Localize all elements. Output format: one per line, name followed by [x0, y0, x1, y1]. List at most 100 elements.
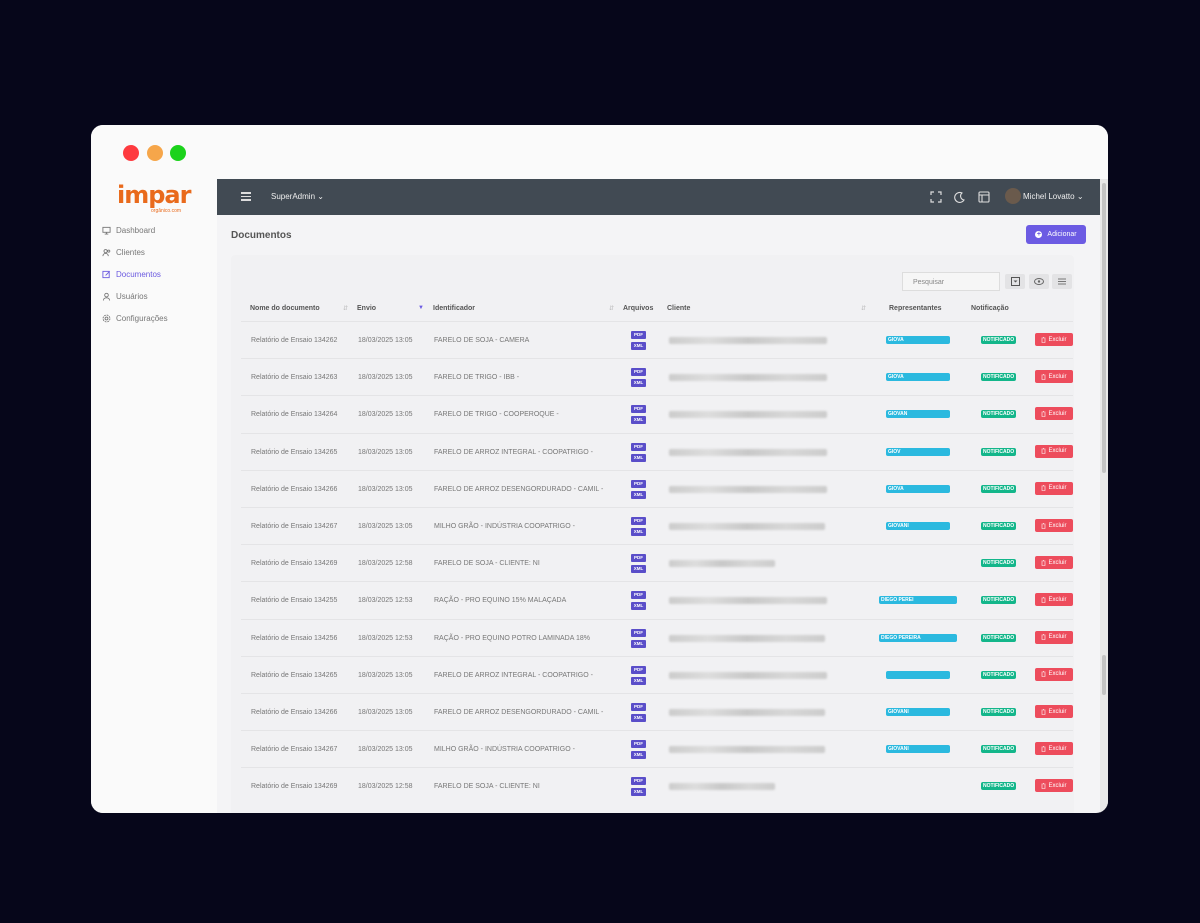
menu-toggle-icon[interactable] [241, 192, 251, 201]
pdf-download-badge[interactable]: PDF [631, 368, 646, 377]
xml-download-badge[interactable]: XML [631, 416, 646, 425]
delete-button[interactable]: Excluir [1035, 556, 1073, 570]
sidebar-item-usuarios[interactable]: Usuários [102, 285, 168, 307]
sort-icon[interactable]: ⇵ [609, 306, 615, 312]
sort-icon[interactable]: ⇵ [343, 306, 349, 312]
document-name[interactable]: Relatório de Ensaio 134266 [251, 709, 338, 716]
table-row[interactable]: Relatório de Ensaio 134267 18/03/2025 13:… [241, 507, 1073, 544]
xml-download-badge[interactable]: XML [631, 342, 646, 350]
column-visibility-button[interactable] [1029, 274, 1049, 289]
table-row[interactable]: Relatório de Ensaio 134266 18/03/2025 13:… [241, 693, 1073, 730]
table-row[interactable]: Relatório de Ensaio 134262 18/03/2025 13:… [241, 321, 1073, 358]
delete-button[interactable]: Excluir [1035, 779, 1073, 793]
delete-button[interactable]: Excluir [1035, 481, 1073, 495]
pdf-download-badge[interactable]: PDF [631, 591, 646, 600]
maximize-window-button[interactable] [170, 145, 186, 161]
search-input[interactable]: Pesquisar [902, 272, 1000, 291]
table-row[interactable]: Relatório de Ensaio 134269 18/03/2025 12:… [241, 544, 1073, 581]
document-name[interactable]: Relatório de Ensaio 134267 [251, 523, 338, 530]
table-row[interactable]: Relatório de Ensaio 134265 18/03/2025 13:… [241, 432, 1073, 470]
delete-button[interactable]: Excluir [1035, 333, 1073, 346]
document-name[interactable]: Relatório de Ensaio 134262 [251, 337, 338, 344]
header-client[interactable]: Cliente [667, 305, 691, 312]
brand-logo[interactable]: impar orgânico.com [117, 183, 197, 214]
sidebar-item-dashboard[interactable]: Dashboard [102, 219, 168, 241]
xml-download-badge[interactable]: XML [631, 751, 646, 760]
pdf-download-badge[interactable]: PDF [631, 665, 646, 674]
sort-icon[interactable]: ⇵ [861, 306, 867, 312]
avatar[interactable] [1005, 188, 1021, 204]
dark-mode-icon[interactable] [954, 191, 966, 203]
document-name[interactable]: Relatório de Ensaio 134267 [251, 746, 338, 754]
sidebar-item-documentos[interactable]: Documentos [102, 263, 168, 285]
xml-download-badge[interactable]: XML [631, 788, 646, 797]
header-sent[interactable]: Envio [357, 305, 377, 312]
page-scrollbar[interactable] [1100, 179, 1108, 813]
table-row[interactable]: Relatório de Ensaio 134265 18/03/2025 13:… [241, 655, 1073, 693]
document-name[interactable]: Relatório de Ensaio 134263 [251, 374, 338, 382]
document-name[interactable]: Relatório de Ensaio 134255 [251, 597, 338, 605]
table-row[interactable]: Relatório de Ensaio 134256 18/03/2025 12:… [241, 618, 1073, 656]
document-name[interactable]: Relatório de Ensaio 134264 [251, 411, 338, 419]
pdf-download-badge[interactable]: PDF [631, 479, 646, 488]
sort-desc-icon[interactable]: ▼ [418, 305, 424, 311]
document-name[interactable]: Relatório de Ensaio 134265 [251, 448, 338, 456]
minimize-window-button[interactable] [147, 145, 163, 161]
delete-label: Excluir [1048, 745, 1067, 752]
document-name[interactable]: Relatório de Ensaio 134269 [251, 783, 338, 791]
client-redacted [669, 411, 827, 419]
export-button[interactable] [1005, 274, 1025, 289]
delete-button[interactable]: Excluir [1035, 407, 1073, 421]
fullscreen-icon[interactable] [930, 191, 942, 203]
header-files[interactable]: Arquivos [623, 305, 654, 312]
table-row[interactable]: Relatório de Ensaio 134269 18/03/2025 12:… [241, 767, 1073, 804]
table-row[interactable]: Relatório de Ensaio 134267 18/03/2025 13:… [241, 730, 1073, 767]
xml-download-badge[interactable]: XML [631, 379, 646, 388]
delete-button[interactable]: Excluir [1035, 667, 1073, 681]
xml-download-badge[interactable]: XML [631, 639, 646, 648]
header-name[interactable]: Nome do documento [250, 305, 320, 312]
pdf-download-badge[interactable]: PDF [631, 777, 646, 786]
table-row[interactable]: Relatório de Ensaio 134263 18/03/2025 13:… [241, 358, 1073, 395]
header-notification[interactable]: Notificação [971, 305, 1009, 312]
delete-button[interactable]: Excluir [1035, 630, 1073, 644]
header-representatives[interactable]: Representantes [889, 305, 942, 312]
xml-download-badge[interactable]: XML [631, 676, 646, 685]
delete-button[interactable]: Excluir [1035, 742, 1073, 756]
xml-download-badge[interactable]: XML [631, 565, 646, 574]
pdf-download-badge[interactable]: PDF [631, 331, 646, 339]
xml-download-badge[interactable]: XML [631, 528, 646, 536]
add-button[interactable]: + Adicionar [1026, 225, 1086, 244]
pdf-download-badge[interactable]: PDF [631, 554, 646, 563]
document-name[interactable]: Relatório de Ensaio 134265 [251, 671, 338, 679]
delete-button[interactable]: Excluir [1035, 593, 1073, 607]
pdf-download-badge[interactable]: PDF [631, 405, 646, 414]
pdf-download-badge[interactable]: PDF [631, 442, 646, 451]
delete-button[interactable]: Excluir [1035, 444, 1073, 458]
sidebar-item-clientes[interactable]: Clientes [102, 241, 168, 263]
document-name[interactable]: Relatório de Ensaio 134256 [251, 634, 338, 642]
xml-download-badge[interactable]: XML [631, 453, 646, 462]
delete-button[interactable]: Excluir [1035, 705, 1073, 718]
xml-download-badge[interactable]: XML [631, 714, 646, 722]
close-window-button[interactable] [123, 145, 139, 161]
role-dropdown[interactable]: SuperAdmin ⌄ [271, 192, 324, 201]
pdf-download-badge[interactable]: PDF [631, 740, 646, 749]
delete-button[interactable]: Excluir [1035, 370, 1073, 384]
header-identifier[interactable]: Identificador [433, 305, 476, 312]
table-row[interactable]: Relatório de Ensaio 134266 18/03/2025 13:… [241, 469, 1073, 507]
table-row[interactable]: Relatório de Ensaio 134255 18/03/2025 12:… [241, 581, 1073, 618]
xml-download-badge[interactable]: XML [631, 490, 646, 499]
sidebar-item-configuracoes[interactable]: Configurações [102, 307, 168, 329]
table-row[interactable]: Relatório de Ensaio 134264 18/03/2025 13:… [241, 395, 1073, 432]
pdf-download-badge[interactable]: PDF [631, 517, 646, 525]
list-view-button[interactable] [1052, 274, 1072, 289]
pdf-download-badge[interactable]: PDF [631, 703, 646, 711]
user-menu[interactable]: Michel Lovatto ⌄ [1023, 192, 1084, 201]
delete-button[interactable]: Excluir [1035, 519, 1073, 532]
pdf-download-badge[interactable]: PDF [631, 628, 646, 637]
layout-icon[interactable] [978, 191, 990, 203]
document-name[interactable]: Relatório de Ensaio 134269 [251, 560, 338, 568]
xml-download-badge[interactable]: XML [631, 602, 646, 611]
document-name[interactable]: Relatório de Ensaio 134266 [251, 485, 338, 493]
